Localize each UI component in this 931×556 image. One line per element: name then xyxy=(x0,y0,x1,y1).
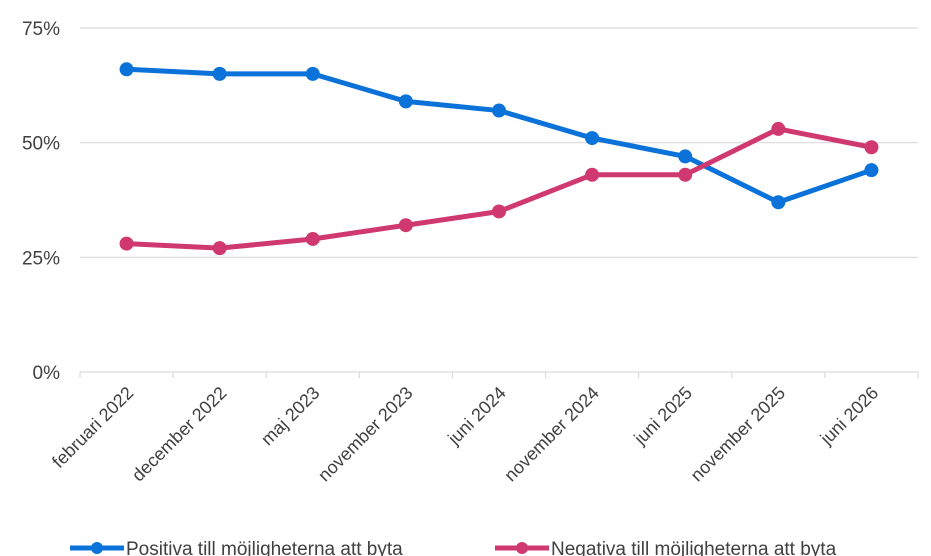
data-point xyxy=(398,94,413,109)
x-tick-label: juni 2025 xyxy=(630,383,697,450)
data-point xyxy=(585,131,600,146)
data-point xyxy=(492,103,506,118)
legend: Positiva till möjligheterna att byta Nega… xyxy=(70,539,837,556)
data-point xyxy=(119,62,134,77)
x-tick-label: november 2024 xyxy=(500,383,603,486)
x-tick-label: december 2022 xyxy=(128,383,231,486)
data-point xyxy=(305,231,320,246)
data-point xyxy=(492,204,506,219)
x-tick-label: november 2023 xyxy=(314,383,417,486)
x-tick-label: juni 2024 xyxy=(443,383,510,450)
data-point xyxy=(678,149,693,164)
legend-label: Negativa till möjligheterna att byta xyxy=(551,539,837,556)
y-tick-label: 75% xyxy=(22,19,60,40)
data-point xyxy=(771,121,786,136)
data-point xyxy=(212,241,227,256)
y-axis: 0% 25% 50% 75% xyxy=(22,19,60,384)
x-tick-label: februari 2022 xyxy=(48,383,137,472)
data-point xyxy=(771,195,786,210)
x-tick-label: maj 2023 xyxy=(257,383,324,450)
data-point xyxy=(678,167,693,182)
y-tick-label: 25% xyxy=(22,248,60,269)
y-tick-label: 50% xyxy=(22,134,60,155)
y-tick-label: 0% xyxy=(33,363,61,384)
legend-swatch-marker xyxy=(91,542,103,554)
data-point xyxy=(212,66,227,81)
data-point xyxy=(864,163,879,178)
data-point xyxy=(585,167,600,182)
series-line-2 xyxy=(124,126,874,251)
series-lines xyxy=(119,62,879,256)
legend-swatch-marker xyxy=(516,542,528,554)
data-point xyxy=(864,140,879,155)
x-tick-label: juni 2026 xyxy=(816,383,883,450)
legend-label: Positiva till möjligheterna att byta xyxy=(126,539,403,556)
data-point xyxy=(305,66,320,81)
x-tick-label: november 2025 xyxy=(687,383,790,486)
gridlines xyxy=(80,27,918,258)
data-point xyxy=(398,218,413,233)
data-point xyxy=(119,236,134,251)
